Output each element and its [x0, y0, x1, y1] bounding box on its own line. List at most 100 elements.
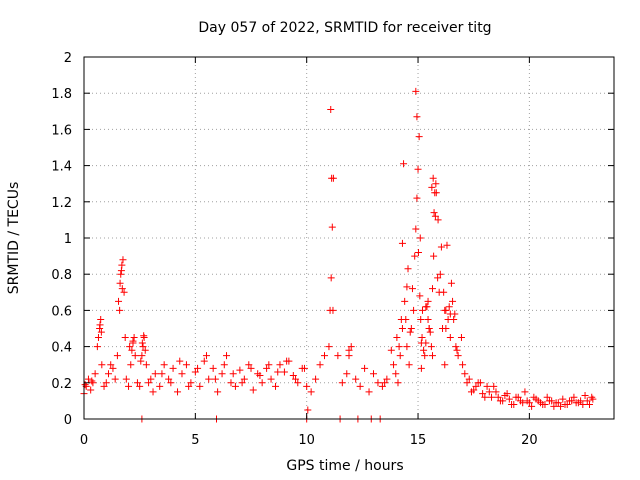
x-axis-label: GPS time / hours	[286, 458, 403, 474]
data-point	[429, 285, 437, 293]
data-point	[425, 325, 433, 332]
data-point	[429, 174, 437, 182]
y-tick-label: 2	[64, 51, 72, 66]
data-point	[229, 370, 237, 378]
data-point	[407, 325, 415, 332]
data-point	[240, 375, 248, 383]
data-point	[447, 279, 455, 287]
data-point	[227, 379, 235, 387]
data-point	[158, 370, 166, 378]
data-point	[481, 393, 489, 401]
data-point	[403, 283, 411, 291]
data-point	[109, 364, 117, 372]
data-point	[494, 393, 502, 401]
data-point	[432, 189, 440, 197]
data-point	[130, 334, 138, 342]
data-point	[412, 225, 420, 233]
data-point	[174, 388, 182, 396]
data-point	[303, 382, 311, 390]
data-point	[142, 361, 150, 369]
data-point	[422, 339, 430, 347]
data-point	[338, 379, 346, 387]
data-point	[418, 306, 426, 314]
data-point	[327, 274, 335, 282]
data-point	[328, 174, 336, 182]
data-point	[393, 334, 401, 342]
data-point	[431, 212, 439, 220]
data-point	[292, 375, 300, 383]
data-point	[435, 288, 443, 296]
data-point	[194, 364, 202, 372]
data-point	[327, 105, 335, 113]
data-point	[111, 375, 119, 383]
data-point	[81, 381, 89, 389]
data-point	[505, 395, 513, 403]
data-point	[411, 252, 419, 260]
data-point	[276, 361, 284, 369]
data-point	[485, 388, 493, 396]
y-tick-label: 0.6	[51, 304, 72, 319]
data-point	[87, 386, 95, 394]
data-point	[214, 388, 222, 396]
data-point	[445, 303, 453, 311]
data-point	[395, 343, 403, 351]
y-tick-label: 1.8	[51, 87, 72, 102]
data-point	[414, 165, 422, 173]
data-point	[414, 248, 422, 256]
data-point	[415, 133, 423, 141]
data-point	[185, 382, 193, 390]
data-point	[453, 346, 461, 354]
data-point	[488, 393, 496, 401]
data-point	[429, 352, 437, 360]
data-point	[417, 315, 425, 323]
data-point	[583, 397, 591, 405]
data-point	[404, 265, 412, 273]
data-point	[365, 388, 373, 396]
data-point	[121, 334, 129, 342]
data-point	[141, 346, 149, 354]
data-point	[329, 306, 337, 314]
data-point	[577, 397, 585, 405]
data-point	[307, 388, 315, 396]
data-point	[156, 382, 164, 390]
data-point	[413, 113, 421, 121]
data-point	[579, 401, 587, 409]
data-series	[80, 87, 597, 423]
data-point	[559, 395, 567, 403]
data-point	[444, 315, 452, 323]
data-point	[563, 401, 571, 409]
data-point	[430, 209, 438, 217]
data-point	[387, 346, 395, 354]
data-point	[570, 393, 578, 401]
data-point	[383, 375, 391, 383]
data-point	[545, 397, 553, 405]
data-point	[120, 288, 128, 296]
data-point	[416, 292, 424, 300]
data-point	[449, 297, 457, 305]
data-point	[432, 180, 440, 188]
data-point	[116, 279, 124, 287]
data-point	[523, 397, 531, 405]
data-point	[396, 352, 404, 360]
data-point	[416, 234, 424, 242]
data-point	[426, 328, 434, 336]
data-point	[401, 297, 409, 305]
y-tick-label: 0.2	[51, 377, 72, 392]
data-point	[160, 361, 168, 369]
data-point	[347, 343, 355, 351]
data-point	[352, 375, 360, 383]
data-point	[102, 379, 110, 387]
data-point	[145, 379, 153, 387]
data-point	[519, 399, 527, 407]
data-point	[187, 379, 195, 387]
data-point	[91, 370, 99, 378]
data-point	[258, 379, 266, 387]
data-point	[428, 183, 436, 191]
data-point	[398, 325, 406, 332]
data-point	[128, 346, 136, 354]
data-point	[182, 361, 190, 369]
data-point	[100, 382, 108, 390]
data-point	[412, 87, 420, 95]
y-tick-label: 0.4	[51, 341, 72, 356]
data-point	[378, 382, 386, 390]
